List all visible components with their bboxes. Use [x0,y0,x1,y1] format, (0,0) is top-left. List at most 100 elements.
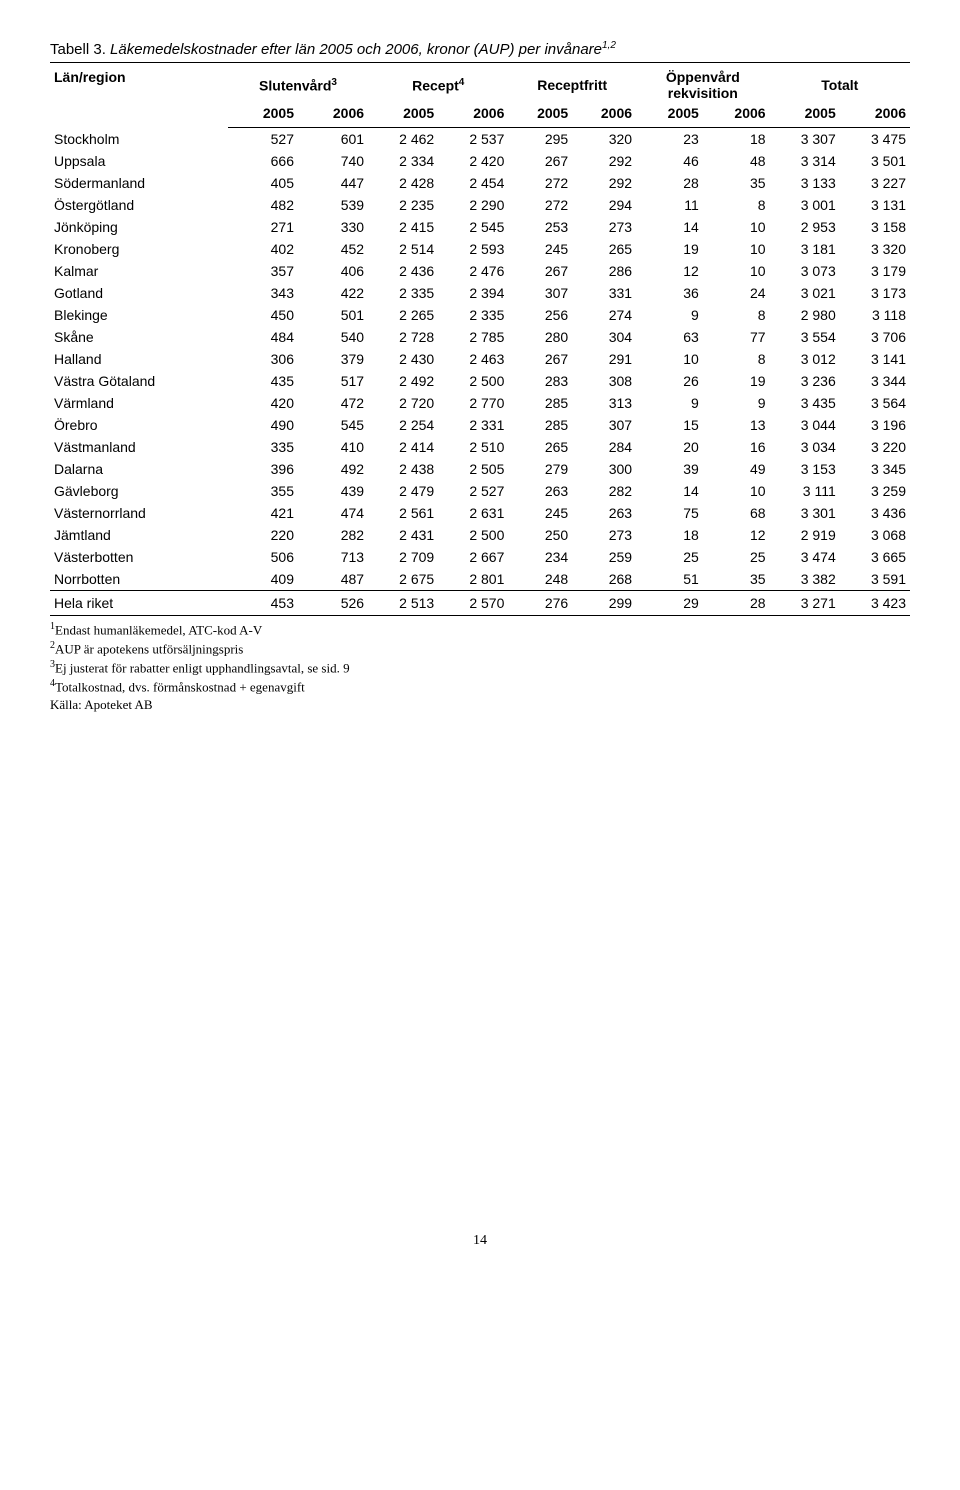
cell-value: 19 [636,238,703,260]
cell-value: 410 [298,436,368,458]
cell-value: 545 [298,414,368,436]
cell-value: 3 706 [840,326,910,348]
region-name: Halland [50,348,228,370]
cell-value: 3 320 [840,238,910,260]
cell-value: 12 [636,260,703,282]
cell-value: 272 [508,194,572,216]
cell-value: 285 [508,414,572,436]
year-label: 2006 [572,103,636,128]
region-name: Blekinge [50,304,228,326]
cell-value: 2 415 [368,216,438,238]
cell-value: 292 [572,150,636,172]
col-receptfritt: Receptfritt [508,63,636,104]
cell-value: 267 [508,150,572,172]
cell-value: 3 034 [770,436,840,458]
cell-value: 280 [508,326,572,348]
cell-value: 484 [228,326,298,348]
cell-value: 2 428 [368,172,438,194]
cell-value: 453 [228,591,298,616]
cell-value: 2 479 [368,480,438,502]
cell-value: 330 [298,216,368,238]
cell-value: 2 709 [368,546,438,568]
table-row: Östergötland4825392 2352 2902722941183 0… [50,194,910,216]
cell-value: 256 [508,304,572,326]
region-name: Östergötland [50,194,228,216]
cell-value: 343 [228,282,298,304]
cell-value: 24 [703,282,770,304]
cell-value: 2 801 [438,568,508,591]
cell-value: 3 220 [840,436,910,458]
year-label: 2006 [438,103,508,128]
cell-value: 253 [508,216,572,238]
cell-value: 10 [703,480,770,502]
cell-value: 2 631 [438,502,508,524]
cell-value: 25 [636,546,703,568]
region-name: Skåne [50,326,228,348]
cell-value: 2 476 [438,260,508,282]
cell-value: 450 [228,304,298,326]
table-row: Västmanland3354102 4142 51026528420163 0… [50,436,910,458]
cell-value: 2 570 [438,591,508,616]
cell-value: 3 158 [840,216,910,238]
cell-value: 3 423 [840,591,910,616]
cell-value: 28 [636,172,703,194]
cell-value: 36 [636,282,703,304]
cell-value: 447 [298,172,368,194]
cell-value: 2 545 [438,216,508,238]
cell-value: 39 [636,458,703,480]
cell-value: 11 [636,194,703,216]
cell-value: 2 235 [368,194,438,216]
table-row: Gotland3434222 3352 39430733136243 0213 … [50,282,910,304]
cell-value: 2 335 [438,304,508,326]
cell-value: 3 118 [840,304,910,326]
cell-value: 268 [572,568,636,591]
footnote: 1Endast humanläkemedel, ATC-kod A-V [50,620,910,639]
region-name: Kronoberg [50,238,228,260]
cell-value: 9 [636,304,703,326]
table-row: Örebro4905452 2542 33128530715133 0443 1… [50,414,910,436]
cell-value: 2 785 [438,326,508,348]
cell-value: 3 181 [770,238,840,260]
cell-value: 10 [703,216,770,238]
cell-value: 517 [298,370,368,392]
cell-value: 274 [572,304,636,326]
cell-value: 313 [572,392,636,414]
cell-value: 13 [703,414,770,436]
cell-value: 12 [703,524,770,546]
cell-value: 282 [572,480,636,502]
cell-value: 2 720 [368,392,438,414]
cell-value: 490 [228,414,298,436]
cell-value: 3 436 [840,502,910,524]
col-slutenvard: Slutenvård3 [228,63,368,104]
cell-value: 3 133 [770,172,840,194]
cell-value: 402 [228,238,298,260]
table-row: Jönköping2713302 4152 54525327314102 953… [50,216,910,238]
cell-value: 3 345 [840,458,910,480]
cell-value: 308 [572,370,636,392]
region-name: Värmland [50,392,228,414]
table-row: Kronoberg4024522 5142 59324526519103 181… [50,238,910,260]
table-row: Västra Götaland4355172 4922 500283308261… [50,370,910,392]
year-label: 2005 [228,103,298,128]
cell-value: 35 [703,568,770,591]
cell-value: 2 675 [368,568,438,591]
cell-value: 539 [298,194,368,216]
region-name: Norrbotten [50,568,228,591]
cell-value: 285 [508,392,572,414]
cell-value: 3 665 [840,546,910,568]
cell-value: 487 [298,568,368,591]
col-recept: Recept4 [368,63,508,104]
cell-value: 15 [636,414,703,436]
region-name: Västmanland [50,436,228,458]
cell-value: 271 [228,216,298,238]
cell-value: 3 021 [770,282,840,304]
cell-value: 439 [298,480,368,502]
region-name: Uppsala [50,150,228,172]
cell-value: 420 [228,392,298,414]
table-row: Värmland4204722 7202 770285313993 4353 5… [50,392,910,414]
cell-value: 8 [703,304,770,326]
cell-value: 3 173 [840,282,910,304]
region-name: Dalarna [50,458,228,480]
table-row: Norrbotten4094872 6752 80124826851353 38… [50,568,910,591]
region-name: Södermanland [50,172,228,194]
